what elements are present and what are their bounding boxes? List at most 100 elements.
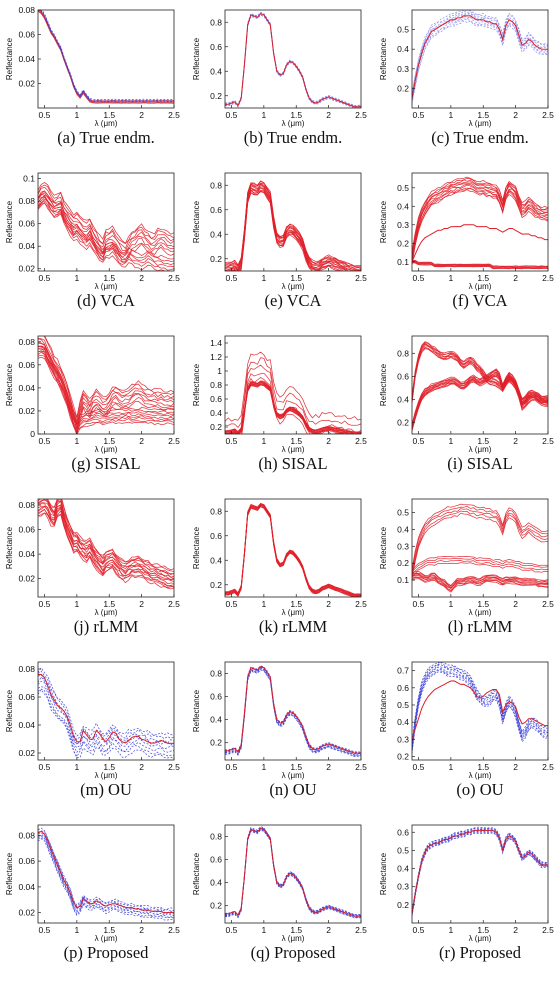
series-c1-line-4: [412, 13, 548, 99]
panel-m: 0.02 0.04 0.06 0.08 0.5 1 1.5 2 2.5 λ (μm) Reflect…: [5, 661, 180, 780]
panel-o-ytick-label: 0.6: [397, 683, 409, 693]
series-q_blue-line-4: [225, 827, 361, 917]
series-r_blue-line-6: [412, 827, 548, 912]
panel-d-xlabel: λ (μm): [95, 282, 118, 291]
panel-k-xtick-label: 2.5: [355, 599, 367, 609]
panel-d-lines: [38, 181, 174, 271]
panel-g-axes: [37, 335, 175, 435]
panel-p-ytick-label: 0.02: [18, 908, 35, 918]
series-l2-line-3: [412, 556, 548, 571]
panel-m-axes: [37, 661, 175, 761]
panel-o-xtick-label: 1: [448, 762, 453, 772]
panel-q-ytick-label: 0.4: [210, 878, 222, 888]
panel-k-xtick-label: 1: [261, 599, 266, 609]
series-i2-line-6: [412, 371, 548, 426]
panel-m-xtick-label: 2.5: [168, 762, 180, 772]
panel-n-ylabel: Reflectance: [192, 689, 201, 732]
panel-g-lines: [38, 336, 174, 434]
panel-e-xtick-label: 1: [261, 273, 266, 283]
series-l1-line-2: [412, 508, 548, 575]
panel-f-xtick-label: 2.5: [542, 273, 554, 283]
panel-k-ytick-label: 0.8: [210, 506, 222, 516]
panel-p-xtick-label: 2.5: [168, 925, 180, 935]
panel-f-ytick-label: 0.3: [397, 220, 409, 230]
panel-e-ytick-label: 0.4: [210, 229, 222, 239]
panel-e: 0.2 0.4 0.6 0.8 0.5 1 1.5 2 2.5 λ (μm) Reflectance: [192, 172, 367, 291]
panel-i-xtick-label: 2.5: [542, 436, 554, 446]
panel-r-xtick-label: 0.5: [413, 925, 425, 935]
panel-f-ylabel: Reflectance: [379, 200, 388, 243]
panel-p-ytick-label: 0.06: [18, 856, 35, 866]
series-m_blue-line-4: [38, 676, 174, 746]
panel-j-ytick-label: 0.06: [18, 525, 35, 535]
panel-j: 0.02 0.04 0.06 0.08 0.5 1 1.5 2 2.5 λ (μm) Reflect…: [5, 498, 180, 617]
panel-d-ytick-label: 0.02: [18, 264, 35, 274]
panel-h-ytick-label: 1: [217, 366, 222, 376]
panel-k-ytick-label: 0.6: [210, 531, 222, 541]
panel-b-ytick-label: 0.2: [210, 91, 222, 101]
panel-j-ytick-label: 0.08: [18, 500, 35, 510]
series-l3-line-1: [412, 577, 548, 592]
panel-b-caption: (b) True endm.: [243, 128, 343, 147]
series-d2-line-4: [38, 192, 174, 262]
series-f1-line-3: [412, 184, 548, 260]
panel-i-ytick-label: 0.4: [397, 394, 409, 404]
panel-d-xtick-label: 0.5: [39, 273, 51, 283]
panel-h-xlabel: λ (μm): [282, 445, 305, 454]
panel-p: 0.02 0.04 0.06 0.08 0.5 1 1.5 2 2.5 λ (μm) Reflect…: [5, 824, 180, 943]
panel-b-xtick-label: 2.5: [355, 110, 367, 120]
series-r_blue-line-7: [412, 826, 548, 912]
panel-e-ytick-label: 0.8: [210, 180, 222, 190]
panel-d-xtick-label: 2.5: [168, 273, 180, 283]
series-f1-line-9: [412, 176, 548, 252]
series-n_red-line-0: [225, 666, 361, 754]
panel-o: 0.2 0.3 0.4 0.5 0.6 0.7 0.5 1 1.5 2 2.5 λ (μm) Refle…: [379, 661, 554, 780]
series-f2-line-0: [412, 224, 548, 262]
panel-m-xlabel: λ (μm): [95, 771, 118, 780]
panel-g-ytick-label: 0.08: [18, 337, 35, 347]
panel-l-ytick-label: 0.4: [397, 524, 409, 534]
panel-e-xtick-label: 1.5: [290, 273, 302, 283]
series-a2-line-1: [40, 10, 174, 102]
panel-o-lines: [412, 662, 548, 754]
panel-n-lines: [225, 665, 361, 757]
panel-g-caption: (g) SISAL: [71, 454, 141, 473]
series-m_red-line-0: [38, 673, 174, 744]
panel-e-caption: (e) VCA: [264, 291, 322, 310]
panel-d-axes: [37, 172, 175, 272]
panel-q: 0.2 0.4 0.6 0.8 0.5 1 1.5 2 2.5 λ (μm) Reflectance: [192, 824, 367, 943]
panel-f-xtick-label: 1: [448, 273, 453, 283]
panel-a-ylabel: Reflectance: [5, 37, 14, 80]
series-f3-line-1: [412, 262, 548, 269]
series-l3-line-5: [412, 573, 548, 589]
panel-h-xtick-label: 1: [261, 436, 266, 446]
series-q_red-line-0: [225, 827, 361, 917]
panel-a-ytick-label: 0.06: [18, 30, 35, 40]
series-i2-line-9: [412, 368, 548, 425]
panel-o-xtick-label: 2.5: [542, 762, 554, 772]
series-l1-line-1: [412, 510, 548, 576]
panel-a-xlabel: λ (μm): [95, 119, 118, 128]
panel-h-ytick-label: 1.4: [210, 338, 222, 348]
panel-d-xtick-label: 2: [139, 273, 144, 283]
series-b1-line-4: [225, 12, 361, 107]
panel-f-xtick-label: 2: [513, 273, 518, 283]
series-a1-line-3: [38, 10, 174, 102]
panel-c-xlabel: λ (μm): [469, 119, 492, 128]
panel-r-axes: [411, 824, 549, 924]
panel-r-xtick-label: 2: [513, 925, 518, 935]
panel-n-xtick-label: 1: [261, 762, 266, 772]
series-o_red-line-0: [412, 680, 548, 740]
panel-p-ytick-label: 0.04: [18, 882, 35, 892]
panel-i-xtick-label: 1: [448, 436, 453, 446]
panel-h-ytick-label: 1.2: [210, 352, 222, 362]
panel-a-xtick-label: 2.5: [168, 110, 180, 120]
series-n_blue-line-7: [225, 665, 361, 753]
series-j1-line-5: [38, 506, 174, 583]
panel-a-ytick-label: 0.02: [18, 79, 35, 89]
panel-h-ylabel: Reflectance: [192, 363, 201, 406]
series-c1-line-2: [412, 16, 548, 102]
panel-c-xtick-label: 2: [513, 110, 518, 120]
panel-d-ytick-label: 0.04: [18, 241, 35, 251]
series-i2-line-5: [412, 371, 548, 427]
